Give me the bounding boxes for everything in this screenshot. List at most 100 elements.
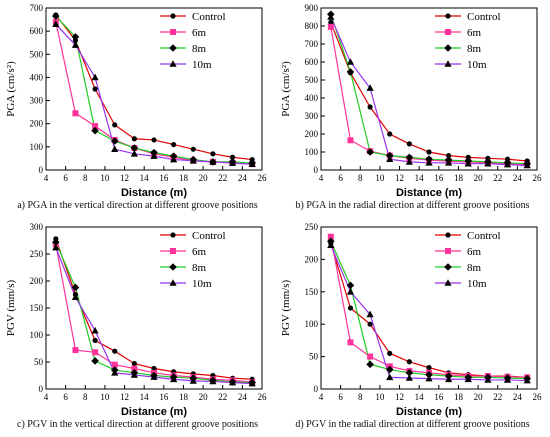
data-point-10m [503,160,512,168]
plot-frame [320,7,538,171]
data-point-10m [464,159,472,167]
data-point-6m [92,349,99,356]
data-point-10m [189,156,197,164]
data-point-Control [131,361,137,367]
plot-frame [45,226,263,390]
y-tick-label: 0 [39,384,44,394]
y-tick-label: 500 [305,75,319,85]
data-point-6m [131,365,138,372]
x-axis-label: Distance (m) [396,406,462,418]
plot-frame [45,7,263,171]
data-point-Control [367,321,373,327]
data-point-10m [170,375,178,383]
legend-label: Control [192,11,226,23]
legend-label: Control [192,230,226,242]
data-point-Control [112,348,118,354]
x-tick-label: 22 [493,173,502,183]
chart-svg-c: 4 6 8 10 12 14 16 18 20 22 24 26 0 50 100 150 200 250 300 D… [5,222,268,418]
data-point-Control [171,141,177,148]
series-line-10m [330,16,528,167]
legend-marker [445,232,451,238]
data-point-6m [72,347,79,354]
y-tick-label: 100 [30,330,44,340]
series-line-6m [55,21,253,165]
data-point-Control [406,359,412,365]
data-point-8m [91,126,99,135]
x-tick-label: 12 [395,392,404,402]
x-tick-label: 14 [415,173,425,183]
legend-label: 10m [467,59,487,71]
y-tick-label: 150 [30,303,44,313]
data-point-10m [346,58,355,65]
data-point-Control [190,146,196,152]
data-point-10m [209,377,217,385]
x-tick-label: 20 [199,392,209,402]
x-tick-label: 26 [258,392,268,402]
legend-label: 6m [467,246,482,258]
legend-label: 6m [192,27,207,39]
y-tick-label: 100 [305,147,319,157]
data-point-6m [347,137,354,144]
series-line-8m [55,241,253,384]
x-axis-label: Distance (m) [121,406,187,418]
data-point-6m [72,110,79,117]
x-tick-label: 24 [238,173,248,183]
y-tick-label: 50 [34,357,44,367]
data-point-6m [327,23,334,30]
x-tick-label: 16 [434,173,444,183]
data-point-Control [131,136,137,142]
y-tick-label: 400 [30,72,44,82]
data-point-10m [111,145,119,152]
x-tick-label: 16 [159,392,169,402]
data-point-10m [366,84,374,91]
chart-svg-b: 4 6 8 10 12 14 16 18 20 22 24 26 0 100 200 300 400 500 600… [280,3,542,199]
y-tick-label: 200 [305,129,319,139]
y-tick-label: 0 [314,165,319,175]
x-axis-label: Distance (m) [396,187,462,199]
x-tick-label: 6 [63,392,68,402]
y-tick-label: 500 [30,49,44,59]
legend-marker [169,279,177,286]
x-tick-label: 10 [100,392,110,402]
x-tick-label: 8 [83,392,88,402]
series-line-10m [330,244,528,382]
data-point-8m [405,369,414,377]
data-point-10m [228,159,237,166]
series-line-Control [330,22,528,162]
x-axis-label: Distance (m) [121,187,187,199]
legend-label: Control [467,11,501,23]
chart-panel-c: 4 6 8 10 12 14 16 18 20 22 24 26 0 50 100 150 200 250 300 D… [0,219,275,437]
x-tick-label: 4 [44,392,49,402]
y-tick-label: 700 [305,39,319,49]
data-point-10m [52,20,60,27]
series-line-6m [330,26,528,166]
x-tick-label: 22 [218,173,227,183]
data-point-10m [405,374,413,381]
data-point-6m [92,123,99,130]
data-point-10m [327,13,335,20]
x-tick-label: 26 [258,173,268,183]
chart-caption-c: c) PGV in the vertical direction at diff… [17,419,258,430]
x-tick-label: 24 [513,173,523,183]
legend-marker [444,263,452,271]
series-line-Control [330,243,528,378]
series-line-6m [330,236,528,378]
data-point-Control [210,151,216,157]
data-point-10m [386,373,394,381]
data-point-Control [426,365,432,371]
data-point-10m [464,375,472,383]
data-point-Control [347,305,354,311]
y-tick-label: 200 [30,276,44,286]
y-tick-label: 100 [305,319,319,329]
data-point-10m [425,159,433,166]
data-point-10m [386,155,394,162]
data-point-10m [445,159,453,166]
x-tick-label: 18 [179,173,189,183]
x-tick-label: 14 [140,392,150,402]
data-point-10m [130,150,138,157]
legend-marker [170,248,176,254]
data-point-10m [445,375,453,383]
data-point-10m [71,41,80,48]
y-tick-label: 250 [30,249,44,259]
data-point-8m [366,360,374,369]
